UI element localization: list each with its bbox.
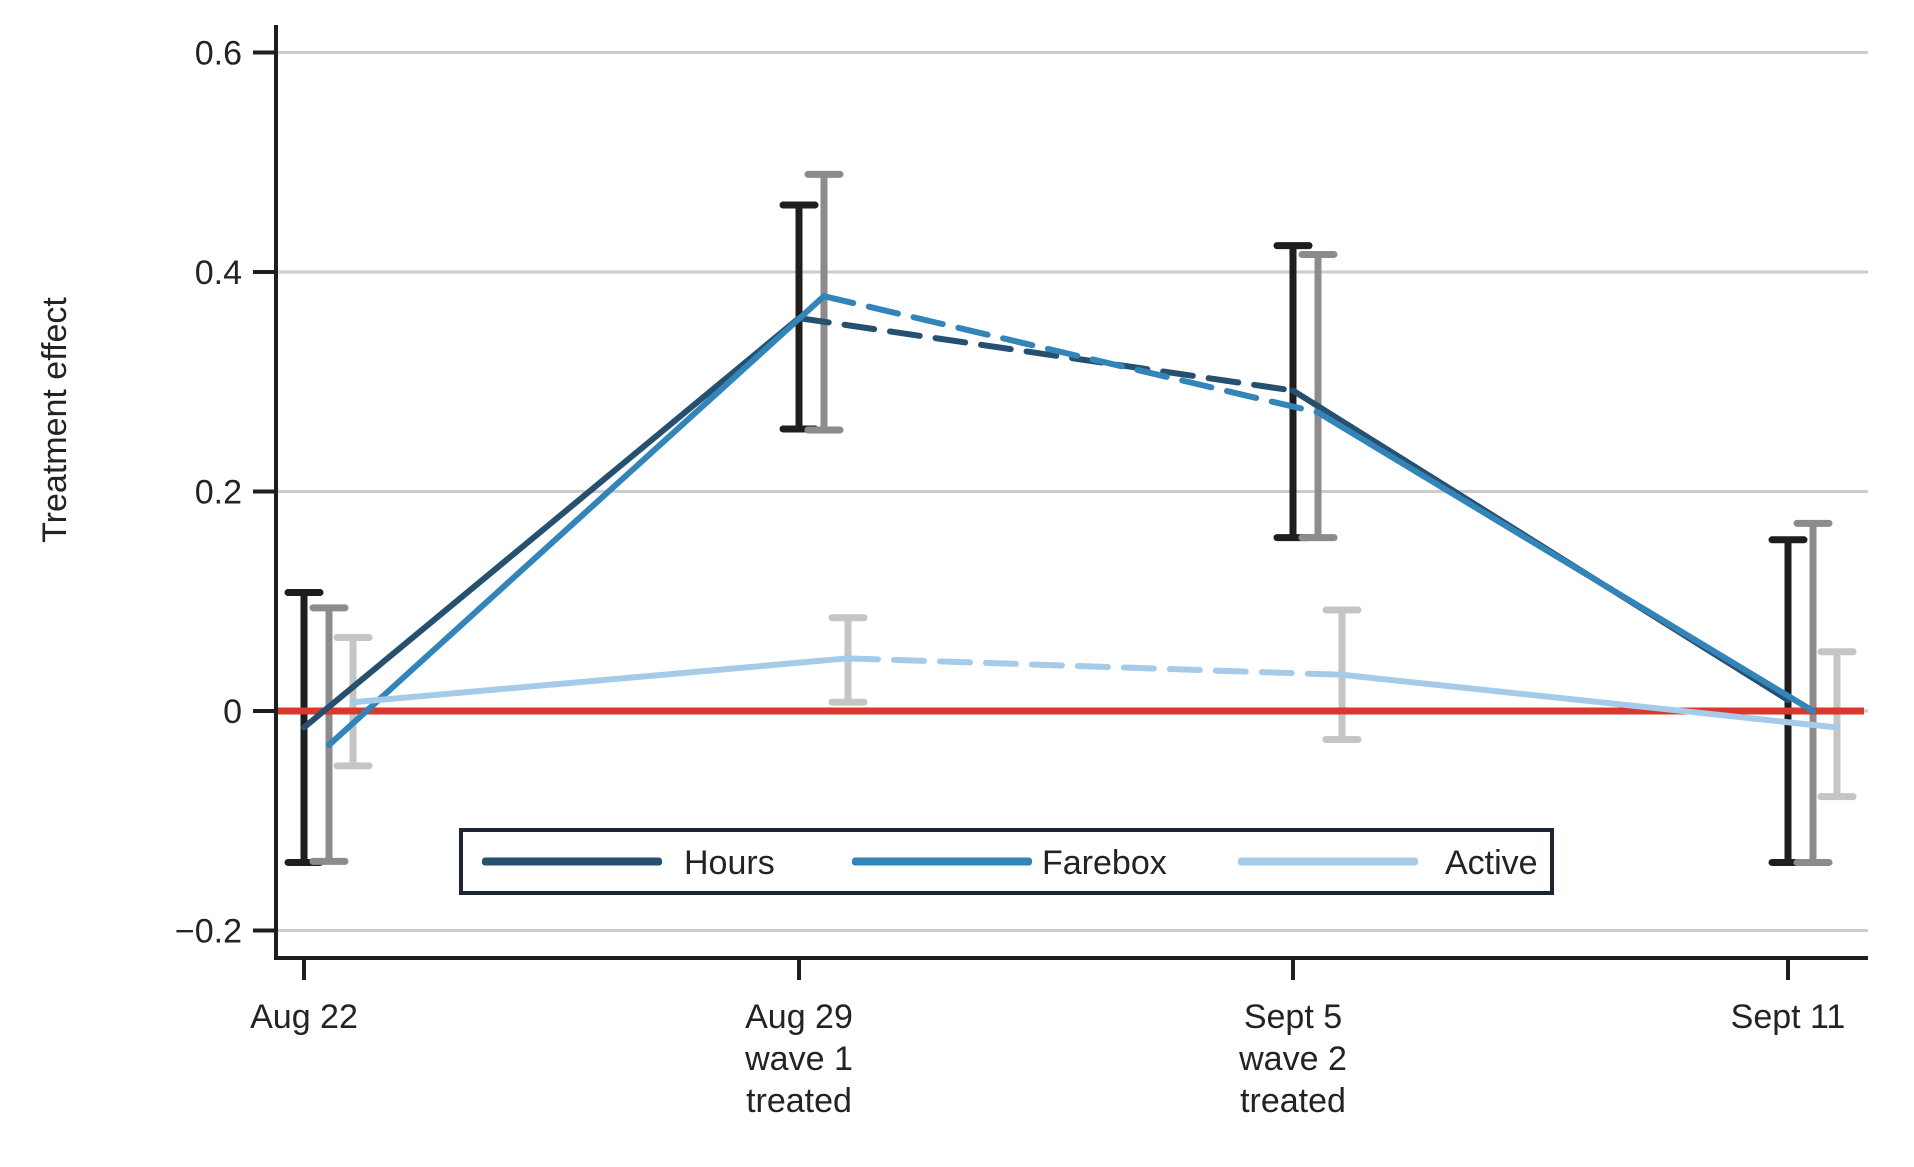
series-segment: [821, 293, 1321, 416]
series-segment: [796, 315, 1296, 394]
series-segment: [845, 655, 1345, 678]
legend-swatch-farebox: [852, 857, 1032, 866]
error-bars-hours: [284, 201, 1808, 866]
legend-label-farebox: Farebox: [1042, 844, 1167, 882]
series-segment: [326, 293, 827, 749]
y-tick-label: 0.6: [195, 35, 242, 73]
error-bars-farebox: [309, 170, 1833, 866]
y-tick-label: 0.2: [195, 474, 242, 512]
series-line-farebox: [326, 293, 1816, 749]
x-tick-label: treated: [746, 1082, 852, 1120]
axes: [253, 25, 1868, 980]
legend: Hours Farebox Active: [459, 828, 1554, 895]
y-tick-label: 0.4: [195, 254, 242, 292]
x-tick-label: Sept 11: [1731, 998, 1846, 1036]
legend-swatch-hours: [482, 857, 662, 866]
x-tick-label: treated: [1240, 1082, 1346, 1120]
series-line-active: [350, 655, 1840, 731]
y-tick-label: 0: [223, 693, 242, 731]
series-segment: [350, 655, 851, 706]
x-tick-label: Aug 22: [250, 998, 358, 1036]
legend-label-hours: Hours: [684, 844, 775, 882]
x-tick-label: Sept 5: [1244, 998, 1342, 1036]
gridlines: [276, 51, 1868, 932]
series-segment: [1315, 409, 1816, 714]
series-segment: [301, 315, 802, 731]
legend-label-active: Active: [1445, 844, 1538, 882]
x-tick-label: wave 2: [1238, 1040, 1347, 1078]
x-tick-label: Aug 29: [745, 998, 853, 1036]
x-tick-label: wave 1: [744, 1040, 853, 1078]
y-tick-label: −0.2: [175, 913, 242, 951]
series-segment: [1339, 671, 1840, 731]
legend-swatch-active: [1238, 857, 1418, 866]
y-axis-title: Treatment effect: [36, 297, 74, 543]
